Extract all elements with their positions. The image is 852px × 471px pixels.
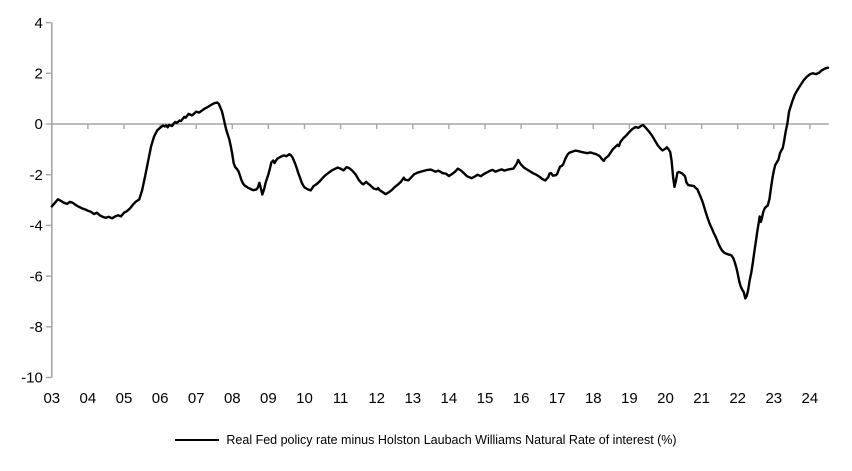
- data-series-line: [50, 66, 830, 300]
- x-axis-label: 07: [188, 390, 205, 407]
- x-axis-label: 17: [549, 390, 566, 407]
- y-axis-label: -6: [29, 268, 42, 285]
- y-axis-label: -4: [29, 218, 42, 235]
- x-axis-label: 04: [80, 390, 97, 407]
- y-axis-label: 2: [34, 66, 42, 83]
- x-axis-label: 06: [152, 390, 169, 407]
- legend-label: Real Fed policy rate minus Holston Lauba…: [226, 433, 677, 447]
- x-axis-label: 11: [333, 390, 349, 407]
- x-axis-label: 05: [116, 390, 133, 407]
- x-axis-label: 15: [477, 390, 494, 407]
- x-axis-label: 13: [404, 390, 421, 407]
- x-axis-label: 16: [513, 390, 530, 407]
- x-axis-label: 10: [296, 390, 313, 407]
- y-axis-label: 0: [34, 116, 42, 133]
- y-axis-label: -10: [21, 370, 43, 387]
- x-axis-label: 20: [657, 390, 674, 407]
- x-axis-label: 24: [802, 390, 819, 407]
- y-axis-label: -8: [29, 319, 42, 336]
- x-axis-label: 08: [224, 390, 241, 407]
- x-axis-label: 12: [368, 390, 385, 407]
- y-axis-label: -2: [29, 167, 42, 184]
- legend-line-sample: [175, 439, 220, 441]
- x-axis-label: 03: [43, 390, 60, 407]
- x-axis-label: 18: [585, 390, 602, 407]
- y-axis-label: 4: [34, 15, 42, 32]
- x-axis-label: 14: [441, 390, 458, 407]
- legend: Real Fed policy rate minus Holston Lauba…: [0, 433, 852, 447]
- x-axis-label: 23: [765, 390, 782, 407]
- x-axis-label: 19: [621, 390, 638, 407]
- x-axis-label: 09: [260, 390, 277, 407]
- x-axis-label: 22: [729, 390, 746, 407]
- x-axis-label: 21: [693, 390, 710, 407]
